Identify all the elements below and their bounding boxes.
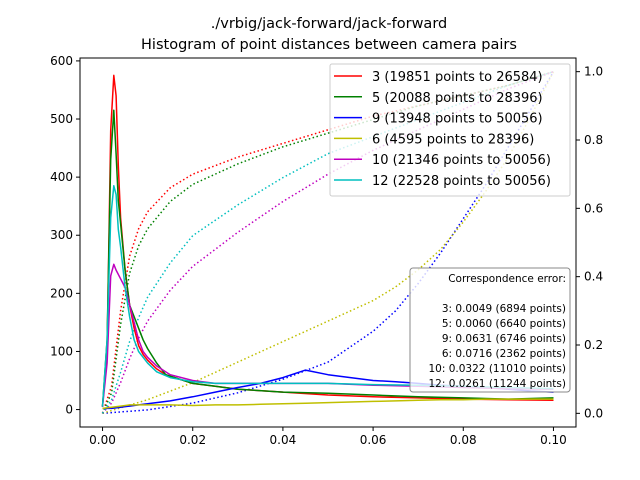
annotation-line: 9: 0.0631 (6746 points) <box>442 333 566 345</box>
x-tick-label: 0.00 <box>89 433 116 447</box>
y-tick-label: 100 <box>50 344 73 358</box>
y2-tick-label: 0.4 <box>584 270 603 284</box>
plot-frame <box>79 57 577 428</box>
legend-label: 10 (21346 points to 50056) <box>372 153 551 168</box>
x-tick-label: 0.06 <box>360 433 387 447</box>
legend-label: 3 (19851 points to 26584) <box>372 70 543 85</box>
annotation-box <box>409 267 571 393</box>
legend-label: 12 (22528 points to 50056) <box>372 174 551 189</box>
x-tick-label: 0.10 <box>540 433 567 447</box>
y2-tick-label: 0.8 <box>584 133 603 147</box>
y-tick-label: 0 <box>65 403 73 417</box>
y-tick-label: 600 <box>50 54 73 68</box>
cumulative-line <box>102 71 555 415</box>
histogram-series-line <box>101 74 554 407</box>
y-tick-label: 200 <box>50 286 73 300</box>
cumulative-line <box>101 70 554 414</box>
chart-subtitle: Histogram of point distances between cam… <box>141 37 517 53</box>
correspondence-error-box: Correspondence error: 3: 0.0049 (6894 po… <box>409 267 571 393</box>
legend-box <box>329 63 571 197</box>
annotation-line: 10: 0.0322 (11010 points) <box>429 363 567 375</box>
annotation-line: 3: 0.0049 (6894 points) <box>442 303 566 315</box>
y-tick-label: 300 <box>50 228 73 242</box>
legend-label: 9 (13948 points to 50056) <box>372 112 543 127</box>
secondary-y-axis-ticks: 0.0 0.2 0.4 0.6 0.8 1.0 <box>576 65 603 420</box>
annotation-title: Correspondence error: <box>448 273 566 285</box>
legend: 3 (19851 points to 26584) 5 (20088 points… <box>329 63 571 197</box>
y2-tick-label: 0.2 <box>584 338 603 352</box>
y-tick-label: 400 <box>50 170 73 184</box>
annotation-line: 5: 0.0060 (6640 points) <box>442 318 566 330</box>
y-axis-ticks: 0 100 200 300 400 500 600 <box>50 54 80 417</box>
histogram-series-line <box>101 185 554 407</box>
histogram-series-line <box>101 109 554 407</box>
y-tick-label: 500 <box>50 112 73 126</box>
histogram-series-line <box>102 398 554 410</box>
y2-tick-label: 0.6 <box>584 201 603 215</box>
annotation-line: 12: 0.0261 (11244 points) <box>429 378 567 390</box>
chart-title: ./vrbig/jack-forward/jack-forward <box>211 16 447 32</box>
legend-label: 5 (20088 points to 28396) <box>372 91 543 106</box>
y2-tick-label: 0.0 <box>584 406 603 420</box>
histogram-lines <box>101 74 554 410</box>
legend-label: 6 (4595 points to 28396) <box>372 132 534 147</box>
x-tick-label: 0.04 <box>270 433 297 447</box>
x-axis-ticks: 0.00 0.02 0.04 0.06 0.08 0.10 <box>89 427 567 447</box>
x-tick-label: 0.02 <box>179 433 206 447</box>
annotation-line: 6: 0.0716 (2362 points) <box>442 348 566 360</box>
y2-tick-label: 1.0 <box>584 65 603 79</box>
x-tick-label: 0.08 <box>450 433 477 447</box>
